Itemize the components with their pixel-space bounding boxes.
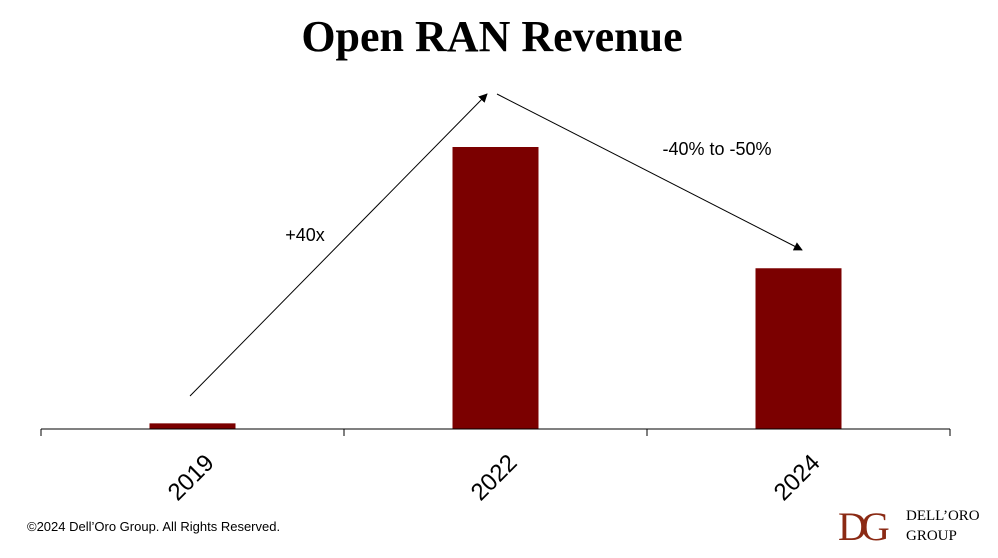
chart-title: Open RAN Revenue — [301, 12, 682, 61]
logo: DG DELL’ORO GROUP — [838, 504, 980, 549]
growth-annotation: +40x — [285, 225, 325, 245]
x-tick-label-2024: 2024 — [769, 449, 826, 506]
logo-mark: DG — [838, 504, 889, 549]
x-axis-ticks — [40, 429, 951, 436]
bars-group — [149, 147, 842, 429]
copyright-text: ©2024 Dell’Oro Group. All Rights Reserve… — [27, 519, 280, 534]
x-tick-labels: 2019 2022 2024 — [163, 449, 826, 506]
decline-arrow — [496, 93, 803, 251]
bar-2024 — [755, 268, 842, 429]
growth-arrow — [189, 93, 488, 397]
decline-annotation: -40% to -50% — [662, 139, 771, 159]
bar-2022 — [452, 147, 539, 429]
logo-line2: GROUP — [906, 528, 957, 544]
x-tick-label-2022: 2022 — [466, 449, 523, 506]
x-tick-label-2019: 2019 — [163, 449, 220, 506]
logo-line1: DELL’ORO — [906, 508, 980, 524]
bar-2019 — [149, 423, 236, 429]
